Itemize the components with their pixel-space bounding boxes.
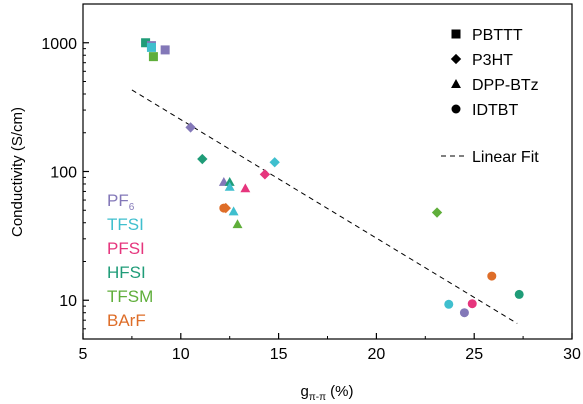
legend-label: PBTTT xyxy=(472,27,523,44)
x-tick-label: 30 xyxy=(563,346,581,363)
legend-marker-p3ht xyxy=(450,53,462,65)
legend-label-fit: Linear Fit xyxy=(472,149,539,166)
x-axis-label-sub: π-π xyxy=(309,392,326,403)
data-point-dpp-btz xyxy=(228,206,239,216)
data-point-p3ht xyxy=(185,122,196,133)
data-point-pbttt xyxy=(146,42,156,52)
anion-color-key: PF6 TFSI PFSI HFSI TFSM BArF xyxy=(107,191,153,330)
data-point-idtbt xyxy=(459,308,469,318)
data-point-p3ht xyxy=(431,207,443,218)
anion-label-pf: PF6 xyxy=(107,191,135,213)
data-point-pbttt xyxy=(148,52,158,62)
data-point-dpp-btz xyxy=(240,183,251,193)
legend-label: DPP-BTz xyxy=(472,77,539,94)
x-axis: 5 10 15 20 25 30 xyxy=(79,333,581,363)
data-point-p3ht xyxy=(259,169,271,180)
legend-label: IDTBT xyxy=(472,102,518,119)
x-tick-label: 10 xyxy=(172,346,190,363)
data-point-dpp-btz xyxy=(232,219,243,229)
x-axis-label: gπ-π (%) xyxy=(301,383,354,403)
y-tick-label: 1000 xyxy=(41,36,77,53)
data-point-dpp-btz xyxy=(224,176,235,186)
legend-marker-pbttt xyxy=(451,29,461,39)
data-point-p3ht xyxy=(197,153,208,165)
data-point-idtbt xyxy=(514,289,524,299)
y-tick-label: 100 xyxy=(50,165,77,182)
data-point-idtbt xyxy=(467,299,477,309)
x-tick-label: 15 xyxy=(270,346,288,363)
data-points xyxy=(141,38,524,318)
data-point-idtbt xyxy=(444,299,454,309)
legend-marker-idtbt xyxy=(451,104,461,114)
data-point-idtbt xyxy=(487,271,497,281)
x-axis-label-main: g xyxy=(301,383,309,400)
x-tick-label: 25 xyxy=(465,346,483,363)
legend-marker-dpp-btz xyxy=(451,79,461,88)
data-point-pbttt xyxy=(160,45,170,55)
y-axis-label: Conductivity (S/cm) xyxy=(9,107,26,237)
anion-label-tfsm: TFSM xyxy=(107,287,153,306)
x-axis-label-unit: (%) xyxy=(326,383,354,400)
fit-line-group xyxy=(131,89,518,324)
data-point-dpp-btz xyxy=(224,181,235,191)
x-tick-label: 20 xyxy=(368,346,386,363)
data-point-pbttt xyxy=(141,38,151,48)
linear-fit-line xyxy=(131,89,518,324)
data-point-idtbt xyxy=(219,203,229,213)
y-tick-label: 10 xyxy=(59,293,77,310)
legend: PBTTT P3HT DPP-BTz IDTBT Linear Fit xyxy=(441,27,539,166)
x-tick-label: 5 xyxy=(79,346,88,363)
anion-label-tfsi: TFSI xyxy=(107,215,144,234)
anion-label-hfsi: HFSI xyxy=(107,263,146,282)
anion-label-pfsi: PFSI xyxy=(107,239,145,258)
anion-label-barf: BArF xyxy=(107,311,146,330)
y-axis: 10 100 1000 xyxy=(41,36,89,330)
data-point-p3ht xyxy=(269,157,280,168)
legend-label: P3HT xyxy=(472,52,513,69)
